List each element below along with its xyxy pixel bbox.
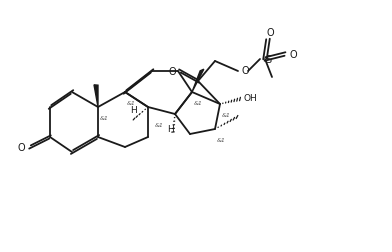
- Polygon shape: [192, 70, 204, 93]
- Text: O: O: [168, 67, 176, 77]
- Text: O: O: [242, 66, 250, 76]
- Polygon shape: [94, 85, 98, 108]
- Text: H: H: [168, 124, 174, 133]
- Text: &1: &1: [194, 100, 203, 105]
- Text: O: O: [17, 142, 25, 152]
- Text: OH: OH: [244, 93, 258, 102]
- Text: &1: &1: [127, 100, 136, 105]
- Text: S: S: [265, 55, 271, 65]
- Text: H: H: [131, 105, 137, 114]
- Text: O: O: [289, 50, 297, 60]
- Text: &1: &1: [222, 112, 231, 117]
- Text: O: O: [266, 28, 274, 38]
- Text: &1: &1: [100, 115, 109, 120]
- Text: &1: &1: [155, 122, 164, 127]
- Text: &1: &1: [217, 137, 226, 142]
